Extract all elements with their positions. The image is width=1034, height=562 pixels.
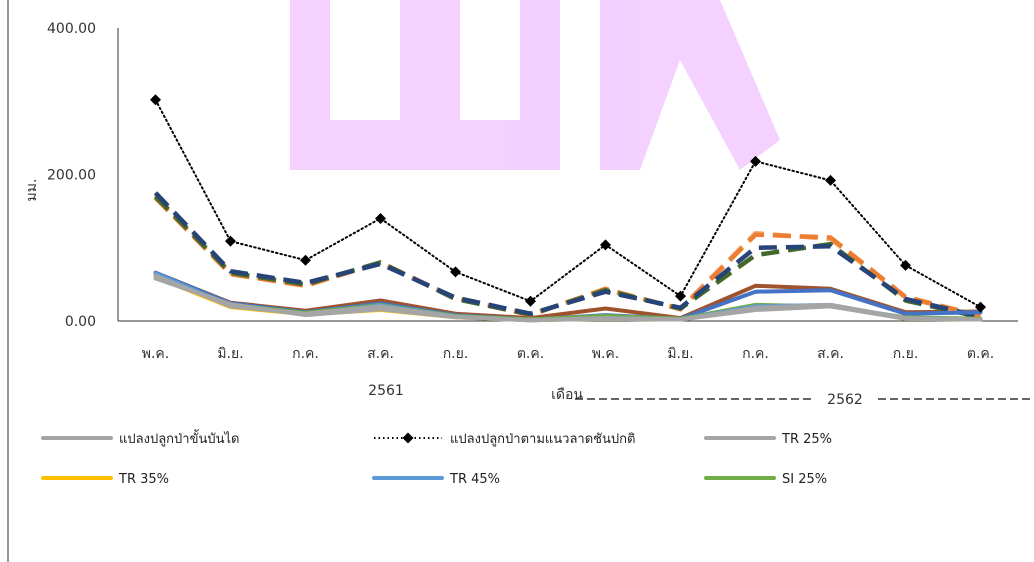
x-tick-label: ก.ย. (893, 346, 919, 362)
labels-layer: 0.00 200.00 400.00 พ.ค. มิ.ย. ก.ค. ส.ค. ก.ย. ต.ค… (24, 21, 1030, 408)
x-tick-label: พ.ค. (592, 346, 620, 362)
data-point-marker (825, 174, 836, 186)
year-label-2561: 2561 (368, 383, 404, 399)
legend-label-3: TR 35% (118, 472, 169, 487)
data-point-marker (900, 259, 911, 271)
legend-label-5: SI 25% (782, 472, 827, 487)
x-axis-label: เดือน (551, 387, 583, 403)
data-point-marker (300, 254, 311, 266)
legend-label-0: แปลงปลูกป่าขั้นบันได (119, 429, 239, 447)
legend-label-4: TR 45% (449, 472, 500, 487)
legend: แปลงปลูกป่าขั้นบันได แปลงปลูกป่าตามแนวลาด… (41, 429, 832, 487)
data-point-marker (750, 155, 761, 167)
data-point-marker (225, 235, 236, 247)
y-tick-label: 400.00 (47, 21, 96, 37)
series-line-0 (153, 276, 983, 323)
x-tick-label: ก.ค. (742, 346, 769, 362)
data-point-marker (375, 212, 386, 224)
series-layer (150, 94, 986, 323)
y-tick-label: 0.00 (65, 314, 96, 330)
x-tick-label: ก.ค. (292, 346, 319, 362)
x-tick-label: ก.ย. (443, 346, 469, 362)
legend-marker (402, 432, 414, 444)
series-line-7 (153, 191, 982, 319)
data-point-marker (525, 295, 536, 307)
x-tick-label: ต.ค. (517, 346, 544, 362)
data-point-marker (450, 266, 461, 278)
watermark (290, 0, 780, 170)
x-tick-label: ส.ค. (817, 346, 844, 362)
y-tick-label: 200.00 (47, 168, 96, 184)
data-point-marker (150, 94, 161, 106)
legend-label-2: TR 25% (781, 432, 832, 447)
x-tick-label: มิ.ย. (667, 346, 693, 362)
x-tick-label: มิ.ย. (217, 346, 243, 362)
data-point-marker (975, 301, 986, 313)
x-tick-label: ต.ค. (967, 346, 994, 362)
x-tick-label: พ.ค. (142, 346, 170, 362)
legend-label-1: แปลงปลูกป่าตามแนวลาดชันปกติ (450, 432, 635, 447)
series-line-1 (154, 98, 982, 309)
data-point-marker (675, 290, 686, 302)
data-point-marker (600, 239, 611, 251)
x-tick-label: ส.ค. (367, 346, 394, 362)
year-label-2562: 2562 (827, 392, 863, 408)
y-axis-label: มม. (24, 179, 40, 202)
